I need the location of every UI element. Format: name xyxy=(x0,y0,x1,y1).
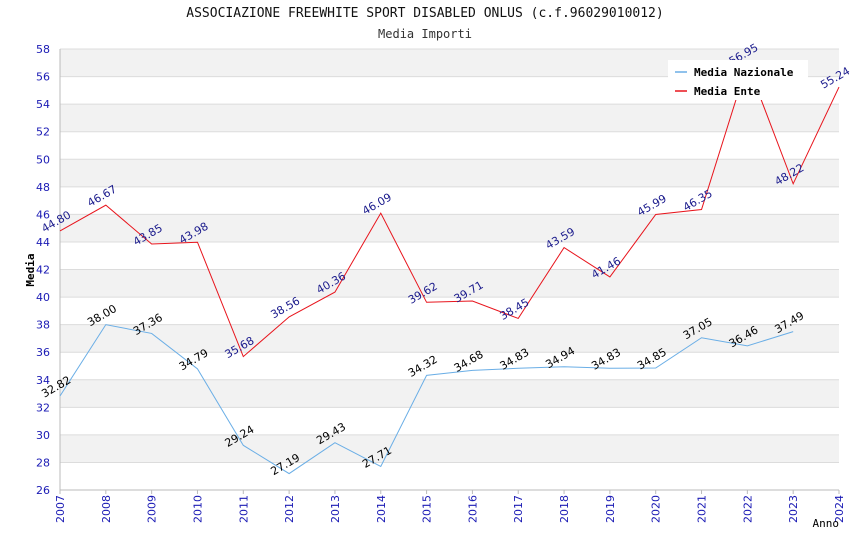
y-tick-label: 42 xyxy=(36,264,50,277)
x-tick-label: 2016 xyxy=(466,495,479,523)
legend-box xyxy=(668,60,808,100)
x-tick-label: 2018 xyxy=(558,495,571,523)
grid-band xyxy=(60,434,839,463)
y-tick-label: 50 xyxy=(36,153,50,166)
grid-band xyxy=(60,159,839,187)
x-tick-label: 2007 xyxy=(54,495,67,523)
y-tick-label: 52 xyxy=(36,126,50,139)
series-line-0 xyxy=(59,324,794,475)
grid-band xyxy=(60,186,839,215)
grid-band xyxy=(60,352,839,380)
y-tick-label: 30 xyxy=(36,429,50,442)
x-tick-label: 2009 xyxy=(146,495,159,523)
y-tick-label: 56 xyxy=(36,71,50,84)
grid-band xyxy=(60,407,839,435)
x-tick-label: 2020 xyxy=(650,495,663,523)
y-tick-label: 38 xyxy=(36,319,50,332)
chart-title: ASSOCIAZIONE FREEWHITE SPORT DISABLED ON… xyxy=(186,6,664,21)
x-tick-label: 2014 xyxy=(375,495,388,523)
x-tick-label: 2015 xyxy=(421,495,434,523)
grid-band xyxy=(60,214,839,242)
grid-band xyxy=(60,462,839,490)
y-tick-label: 32 xyxy=(36,401,50,414)
y-tick-label: 26 xyxy=(36,484,50,497)
grid-band xyxy=(60,104,839,132)
series-line-1 xyxy=(59,61,840,358)
legend-label: Media Ente xyxy=(694,85,761,98)
grid-band xyxy=(60,324,839,353)
legend-label: Media Nazionale xyxy=(694,66,794,79)
chart-subtitle: Media Importi xyxy=(378,27,472,41)
y-tick-label: 48 xyxy=(36,181,50,194)
y-tick-label: 44 xyxy=(36,236,50,249)
x-tick-label: 2023 xyxy=(787,495,800,523)
y-tick-label: 34 xyxy=(36,374,50,387)
y-tick-label: 46 xyxy=(36,208,50,221)
y-tick-label: 40 xyxy=(36,291,50,304)
x-tick-label: 2013 xyxy=(329,495,342,523)
y-tick-label: 54 xyxy=(36,98,50,111)
y-tick-label: 36 xyxy=(36,346,50,359)
x-tick-label: 2021 xyxy=(696,495,709,523)
grid-band xyxy=(60,131,839,160)
x-tick-label: 2019 xyxy=(604,495,617,523)
y-tick-label: 58 xyxy=(36,43,50,56)
x-tick-label: 2008 xyxy=(100,495,113,523)
x-tick-label: 2012 xyxy=(283,495,296,523)
x-tick-label: 2022 xyxy=(741,495,754,523)
y-axis-title: Media xyxy=(24,253,37,286)
x-tick-label: 2011 xyxy=(237,495,250,523)
grid-band xyxy=(60,241,839,270)
x-tick-label: 2024 xyxy=(833,495,846,523)
grid-band xyxy=(60,269,839,298)
y-tick-label: 28 xyxy=(36,456,50,469)
x-tick-label: 2010 xyxy=(191,495,204,523)
x-axis-title: Anno xyxy=(813,517,840,530)
grid-band xyxy=(60,379,839,408)
x-tick-label: 2017 xyxy=(512,495,525,523)
